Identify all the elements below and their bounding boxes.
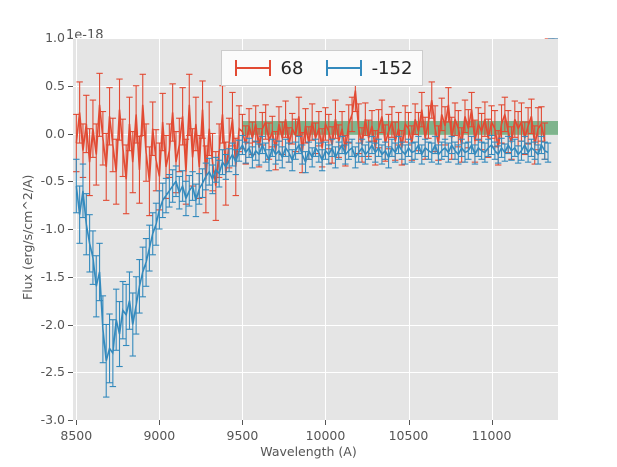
- series-line-68: [75, 90, 546, 187]
- x-tick-label: 9500: [226, 428, 259, 443]
- plot-area[interactable]: [73, 38, 558, 420]
- gridline-vertical: [242, 38, 244, 420]
- legend-label-1: -152: [371, 57, 413, 79]
- y-tick-mark: [68, 372, 73, 374]
- legend-entry-0[interactable]: 68: [232, 57, 304, 79]
- y-tick-label: -0.5: [40, 173, 65, 189]
- y-tick-mark: [68, 420, 73, 421]
- gridline-horizontal: [73, 276, 558, 278]
- x-tick-mark: [242, 420, 244, 425]
- series-line--152: [75, 142, 549, 361]
- gridline-vertical: [408, 38, 410, 420]
- data-curves: [73, 38, 558, 398]
- y-tick-label: -1.5: [40, 268, 65, 284]
- x-axis-label: Wavelength (A): [260, 444, 357, 459]
- y-tick-mark: [68, 181, 73, 183]
- x-tick-label: 8500: [60, 428, 93, 443]
- gridline-horizontal: [73, 229, 558, 230]
- y-tick-label: 0.0: [45, 125, 65, 141]
- y-tick-label: -3.0: [40, 412, 65, 427]
- y-axis-label: Flux (erg/s/cm^2/A): [20, 174, 35, 300]
- gridline-vertical: [325, 38, 327, 420]
- legend-entry-1[interactable]: -152: [323, 57, 413, 79]
- x-tick-mark: [325, 420, 327, 425]
- y-tick-label: -2.0: [40, 316, 65, 332]
- gridline-horizontal: [73, 372, 558, 374]
- x-tick-label: 10500: [388, 428, 429, 443]
- errorbar-marker-icon: [234, 60, 271, 76]
- gridline-horizontal: [73, 85, 558, 87]
- errorbar-marker-icon: [325, 60, 362, 76]
- legend[interactable]: 68 -152: [221, 50, 423, 86]
- gridline-horizontal: [73, 324, 558, 326]
- x-tick-label: 10000: [305, 428, 346, 443]
- y-tick-label: 1.0: [45, 30, 65, 45]
- y-tick-mark: [68, 133, 73, 135]
- y-tick-mark: [68, 38, 73, 39]
- gridline-horizontal: [73, 38, 558, 39]
- y-tick-mark: [68, 85, 73, 87]
- gridline-horizontal: [73, 181, 558, 183]
- y-tick-mark: [68, 324, 73, 326]
- x-tick-mark: [159, 420, 161, 425]
- y-tick-mark: [68, 229, 73, 230]
- y-tick-label: -2.5: [40, 364, 65, 380]
- x-tick-label: 11000: [471, 428, 512, 443]
- x-tick-label: 9000: [143, 428, 176, 443]
- x-tick-mark: [76, 420, 78, 425]
- y-tick-label: -1.0: [40, 221, 65, 236]
- x-tick-mark: [491, 420, 493, 425]
- legend-label-0: 68: [280, 57, 304, 79]
- gridline-vertical: [491, 38, 493, 420]
- gridline-vertical: [76, 38, 78, 420]
- x-tick-mark: [408, 420, 410, 425]
- y-tick-label: 0.5: [45, 77, 65, 93]
- y-tick-mark: [68, 276, 73, 278]
